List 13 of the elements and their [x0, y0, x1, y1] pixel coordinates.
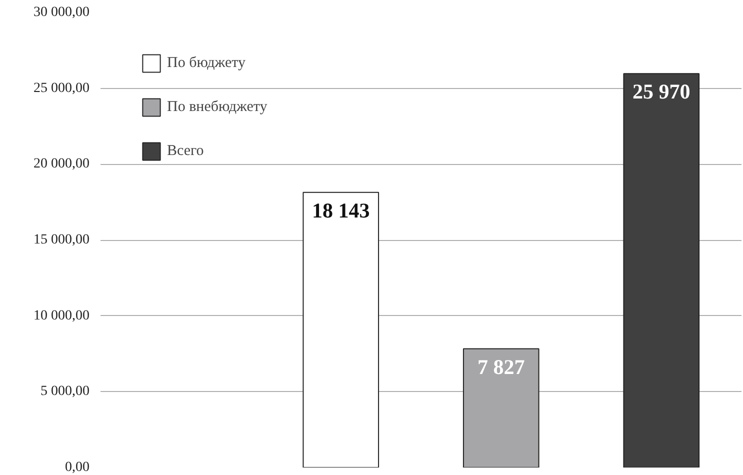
- y-tick-label: 0,00: [65, 460, 90, 475]
- data-label: 25 970: [632, 80, 690, 104]
- y-tick-label: 10 000,00: [34, 308, 90, 324]
- y-tick-label: 30 000,00: [34, 5, 90, 20]
- legend-label: По бюджету: [167, 54, 246, 72]
- data-label: 18 143: [312, 198, 370, 222]
- y-tick-label: 15 000,00: [34, 232, 90, 248]
- y-tick-label: 5 000,00: [40, 384, 90, 400]
- legend-label: Всего: [167, 142, 204, 160]
- legend-label: По внебюджету: [167, 98, 268, 116]
- data-label: 7 827: [478, 354, 525, 379]
- y-tick-label: 25 000,00: [34, 80, 90, 96]
- y-tick-label: 20 000,00: [34, 156, 90, 172]
